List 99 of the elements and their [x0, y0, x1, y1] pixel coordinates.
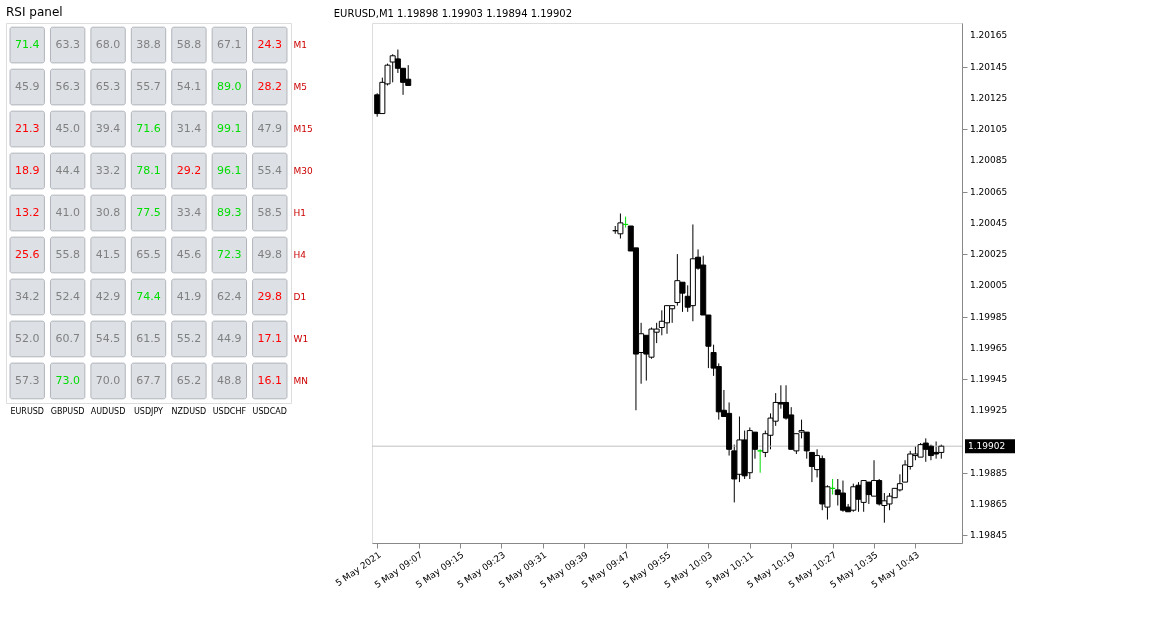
data-label: 68.0 — [95, 38, 121, 52]
data-label: 52.0 — [14, 331, 40, 345]
y-tick-label: 1.20125 — [970, 92, 1008, 103]
x-tick-label: AUDUSD — [90, 406, 126, 416]
y-tick-label: M30 — [293, 166, 313, 177]
data-label: 31.4 — [176, 122, 202, 136]
y-tick-label: 1.20065 — [970, 186, 1008, 197]
data-label: 41.0 — [55, 206, 80, 219]
data-label: 42.9 — [95, 289, 121, 303]
data-label: 30.8 — [95, 206, 121, 219]
data-label: 48.8 — [217, 373, 242, 387]
data-label: 96.1 — [217, 164, 242, 178]
data-label: 74.4 — [136, 289, 161, 303]
y-tick-label: 1.19865 — [970, 498, 1008, 509]
data-label: 55.8 — [55, 247, 80, 261]
y-tick-label: H4 — [293, 249, 307, 260]
data-label: 47.9 — [257, 122, 283, 136]
ref-line-label: 1.19902 — [968, 441, 1006, 452]
data-label: 55.4 — [257, 164, 283, 178]
y-tick-label: 1.19845 — [970, 530, 1008, 541]
data-label: 56.3 — [55, 80, 80, 94]
data-label: 29.8 — [257, 289, 283, 303]
y-tick-label: MN — [293, 375, 308, 386]
data-label: 25.6 — [14, 247, 40, 261]
y-tick-label: 1.19885 — [970, 467, 1008, 478]
y-tick-label: 1.20165 — [970, 30, 1008, 41]
data-label: 89.3 — [217, 206, 242, 219]
chart-title: RSI panel — [6, 5, 63, 19]
data-label: 16.1 — [257, 373, 283, 387]
y-tick-label: H1 — [293, 208, 306, 218]
data-label: 28.2 — [257, 80, 283, 94]
data-label: 62.4 — [217, 289, 242, 303]
data-label: 17.1 — [257, 331, 283, 345]
data-label: 63.3 — [55, 38, 80, 52]
data-label: 55.2 — [176, 331, 202, 345]
y-tick-label: 1.20005 — [970, 280, 1008, 291]
y-tick-label: 1.20085 — [970, 155, 1008, 166]
data-label: 33.4 — [176, 206, 202, 219]
data-label: 61.5 — [136, 331, 161, 345]
data-label: 45.6 — [176, 247, 202, 261]
y-tick-label: 1.19925 — [970, 405, 1008, 416]
y-tick-label: W1 — [293, 333, 309, 344]
data-label: 58.5 — [257, 206, 283, 219]
y-tick-label: 1.19945 — [970, 374, 1008, 385]
data-label: 18.9 — [14, 164, 40, 178]
data-label: 99.1 — [217, 122, 242, 136]
y-tick-label: 1.20105 — [970, 124, 1008, 135]
data-label: 44.4 — [55, 164, 80, 178]
data-label: 89.0 — [217, 80, 242, 94]
y-tick-label: M1 — [293, 40, 307, 51]
candlestick — [617, 213, 624, 239]
x-tick-label: EURUSD — [10, 406, 44, 416]
y-tick-label: M5 — [293, 82, 307, 93]
data-label: 44.9 — [217, 331, 242, 345]
data-label: 33.2 — [95, 164, 121, 178]
y-tick-label: D1 — [293, 291, 307, 302]
y-tick-label: 1.20045 — [970, 217, 1008, 228]
x-tick-label: USDCAD — [252, 406, 287, 416]
data-label: 77.5 — [136, 206, 161, 219]
data-label: 67.1 — [217, 38, 242, 52]
x-tick-label: GBPUSD — [50, 406, 85, 416]
y-tick-label: 1.19965 — [970, 342, 1008, 353]
chart-title: EURUSD,M1 1.19898 1.19903 1.19894 1.19902 — [333, 8, 573, 19]
data-label: 58.8 — [176, 38, 202, 52]
data-label: 24.3 — [257, 38, 283, 52]
y-tick-label: M15 — [293, 124, 313, 135]
data-label: 71.4 — [14, 38, 40, 52]
data-label: 71.6 — [136, 122, 161, 136]
y-tick-label: 1.20025 — [970, 249, 1008, 260]
data-label: 41.5 — [95, 247, 121, 261]
data-label: 65.3 — [95, 80, 121, 94]
data-label: 21.3 — [14, 122, 40, 136]
data-label: 13.2 — [14, 206, 40, 219]
data-label: 78.1 — [136, 164, 161, 178]
x-tick-label: USDJPY — [134, 406, 164, 416]
y-tick-label: 1.20145 — [970, 61, 1008, 72]
data-label: 52.4 — [55, 289, 80, 303]
data-label: 39.4 — [95, 122, 121, 136]
data-label: 73.0 — [55, 373, 80, 387]
data-label: 34.2 — [14, 289, 40, 303]
data-label: 49.8 — [257, 247, 283, 261]
data-label: 65.5 — [136, 247, 161, 261]
data-label: 41.9 — [176, 289, 202, 303]
x-tick-label: NZDUSD — [171, 406, 207, 416]
data-label: 60.7 — [55, 331, 80, 345]
data-label: 55.7 — [136, 80, 161, 94]
data-label: 38.8 — [136, 38, 161, 52]
data-label: 29.2 — [176, 164, 202, 178]
y-tick-label: 1.19985 — [970, 311, 1008, 322]
data-label: 54.5 — [95, 331, 121, 345]
x-tick-label: USDCHF — [212, 406, 247, 416]
data-label: 45.9 — [14, 80, 40, 94]
data-label: 57.3 — [14, 373, 40, 387]
data-label: 54.1 — [176, 80, 202, 94]
data-label: 45.0 — [55, 122, 80, 136]
data-label: 67.7 — [136, 373, 161, 387]
data-label: 65.2 — [176, 373, 202, 387]
data-label: 72.3 — [217, 247, 242, 261]
data-label: 70.0 — [95, 373, 121, 387]
